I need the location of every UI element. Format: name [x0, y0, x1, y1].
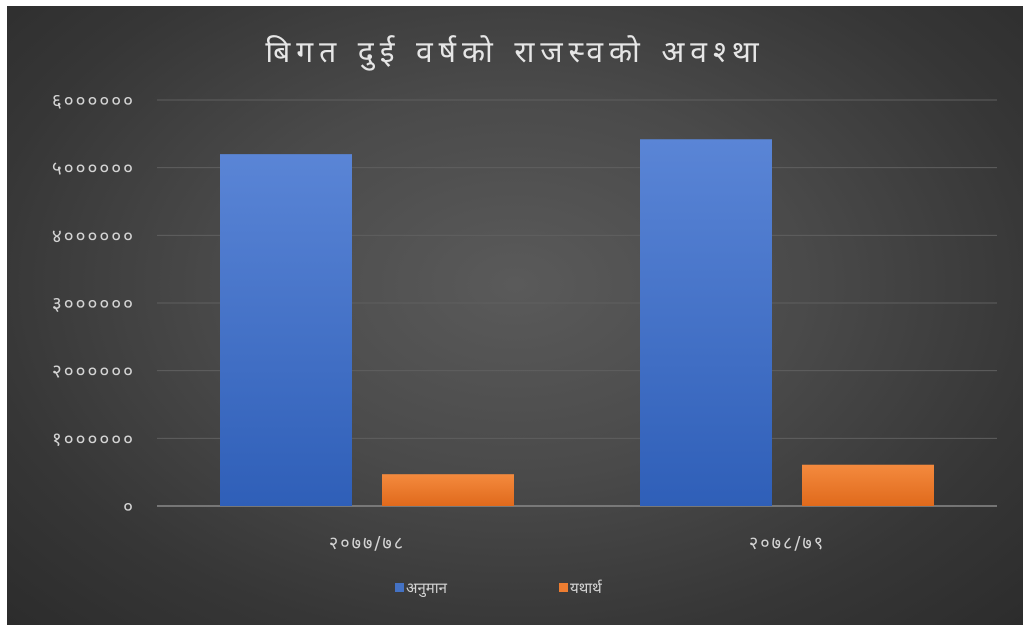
y-tick-label: ३०००००० — [52, 293, 135, 315]
bar-actual — [382, 474, 514, 506]
bar-estimate — [640, 139, 772, 506]
y-tick-label: ६०००००० — [52, 90, 135, 112]
legend-swatch — [559, 583, 568, 592]
chart-title: बिगत दुई वर्षको राजस्वको अवश्था — [265, 35, 764, 71]
y-tick-label: ४०००००० — [52, 225, 135, 247]
y-tick-label: १०००००० — [52, 428, 135, 450]
bars — [220, 139, 934, 506]
legend-label: यथार्थ — [570, 579, 603, 597]
y-tick-label: २०००००० — [52, 361, 135, 383]
bar-actual — [802, 464, 934, 506]
y-tick-label: ० — [123, 496, 135, 518]
bar-chart: बिगत दुई वर्षको राजस्वको अवश्था ० १००००००… — [52, 35, 997, 598]
x-axis-category-labels: २०७७/७८ २०७८/७९ — [329, 533, 825, 554]
chart-area: बिगत दुई वर्षको राजस्वको अवश्था ० १००००००… — [7, 6, 1023, 625]
legend-label: अनुमान — [406, 579, 448, 598]
y-axis-tick-labels: ० १०००००० २०००००० ३०००००० ४०००००० ५०००००० ६०००… — [52, 90, 135, 518]
x-category-label: २०७८/७९ — [749, 533, 825, 554]
legend-swatch — [395, 583, 404, 592]
y-tick-label: ५०००००० — [52, 158, 135, 180]
legend: अनुमान यथार्थ — [395, 579, 603, 598]
x-category-label: २०७७/७८ — [329, 533, 405, 554]
bar-estimate — [220, 154, 352, 506]
